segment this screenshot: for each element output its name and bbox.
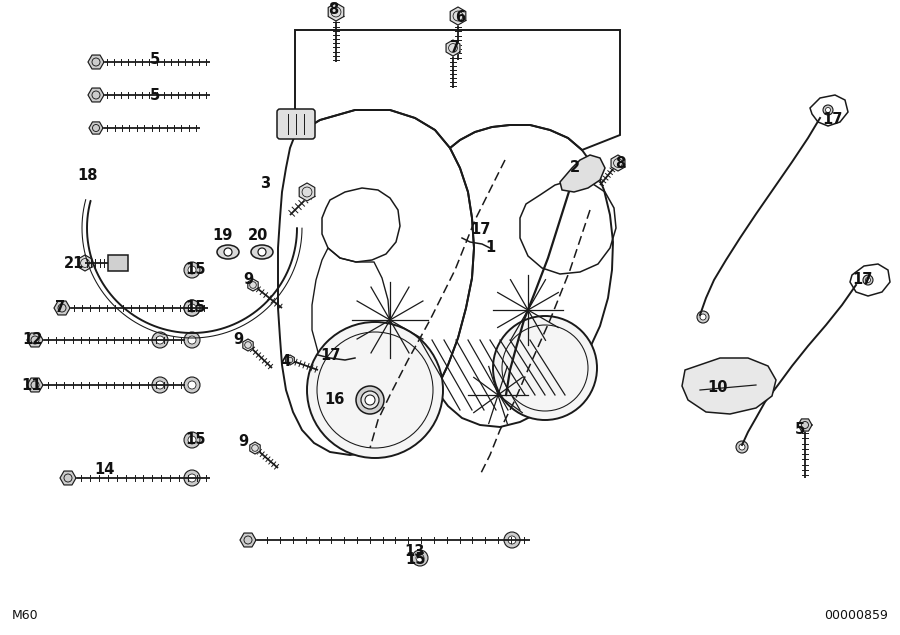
Polygon shape bbox=[798, 419, 812, 431]
Circle shape bbox=[566, 176, 578, 188]
Polygon shape bbox=[248, 279, 258, 291]
Polygon shape bbox=[240, 533, 256, 547]
Text: 16: 16 bbox=[325, 392, 346, 408]
Text: 15: 15 bbox=[185, 262, 206, 277]
Polygon shape bbox=[560, 155, 605, 192]
Circle shape bbox=[825, 107, 831, 112]
Text: 20: 20 bbox=[248, 227, 268, 243]
Text: 5: 5 bbox=[150, 88, 160, 102]
Bar bbox=[108, 255, 128, 271]
Circle shape bbox=[188, 336, 196, 344]
Circle shape bbox=[188, 381, 196, 389]
Text: 8: 8 bbox=[615, 156, 626, 171]
Text: 15: 15 bbox=[185, 432, 206, 448]
Polygon shape bbox=[88, 55, 104, 69]
Text: 9: 9 bbox=[243, 272, 253, 288]
Circle shape bbox=[416, 554, 424, 562]
Text: 7: 7 bbox=[450, 41, 460, 55]
Text: 12: 12 bbox=[22, 333, 42, 347]
Circle shape bbox=[156, 336, 164, 344]
Polygon shape bbox=[60, 471, 76, 485]
Circle shape bbox=[184, 300, 200, 316]
Circle shape bbox=[493, 316, 597, 420]
Text: 00000859: 00000859 bbox=[824, 609, 888, 622]
Text: 13: 13 bbox=[405, 544, 425, 559]
Circle shape bbox=[863, 275, 873, 285]
Text: 4: 4 bbox=[280, 354, 290, 370]
Polygon shape bbox=[78, 255, 92, 271]
Text: M60: M60 bbox=[12, 609, 39, 622]
Circle shape bbox=[184, 432, 200, 448]
Polygon shape bbox=[611, 155, 625, 171]
Text: 11: 11 bbox=[22, 377, 42, 392]
Text: 3: 3 bbox=[260, 175, 270, 190]
Circle shape bbox=[188, 304, 196, 312]
Circle shape bbox=[258, 248, 266, 256]
Polygon shape bbox=[250, 442, 260, 454]
Circle shape bbox=[188, 474, 196, 482]
Text: 7: 7 bbox=[55, 300, 65, 316]
Text: 17: 17 bbox=[851, 272, 872, 288]
Text: 2: 2 bbox=[570, 159, 580, 175]
Text: 17: 17 bbox=[320, 347, 340, 363]
Circle shape bbox=[184, 377, 200, 393]
FancyBboxPatch shape bbox=[277, 109, 315, 139]
Polygon shape bbox=[54, 301, 70, 315]
Circle shape bbox=[361, 391, 379, 409]
Circle shape bbox=[736, 441, 748, 453]
Polygon shape bbox=[446, 40, 460, 56]
Circle shape bbox=[188, 436, 196, 444]
Text: 10: 10 bbox=[707, 380, 728, 396]
Circle shape bbox=[569, 179, 575, 185]
Circle shape bbox=[184, 262, 200, 278]
Polygon shape bbox=[243, 339, 253, 351]
Ellipse shape bbox=[217, 245, 239, 259]
Circle shape bbox=[184, 332, 200, 348]
Circle shape bbox=[152, 332, 168, 348]
Text: 9: 9 bbox=[238, 434, 248, 450]
Polygon shape bbox=[27, 378, 43, 392]
Circle shape bbox=[508, 536, 516, 544]
Circle shape bbox=[224, 248, 232, 256]
Text: 9: 9 bbox=[233, 333, 243, 347]
Ellipse shape bbox=[251, 245, 273, 259]
Circle shape bbox=[156, 381, 164, 389]
Circle shape bbox=[697, 311, 709, 323]
Circle shape bbox=[188, 304, 196, 312]
Polygon shape bbox=[450, 7, 466, 25]
Text: 15: 15 bbox=[406, 552, 427, 568]
Circle shape bbox=[700, 314, 706, 320]
Polygon shape bbox=[682, 358, 776, 414]
Circle shape bbox=[188, 266, 196, 274]
Polygon shape bbox=[285, 355, 294, 365]
Circle shape bbox=[504, 532, 520, 548]
Polygon shape bbox=[299, 183, 315, 201]
Text: 21: 21 bbox=[64, 255, 85, 271]
Polygon shape bbox=[27, 333, 43, 347]
Circle shape bbox=[365, 395, 375, 405]
Text: 1: 1 bbox=[485, 241, 495, 255]
Circle shape bbox=[356, 386, 384, 414]
Text: 19: 19 bbox=[212, 227, 232, 243]
Circle shape bbox=[184, 470, 200, 486]
Text: 17: 17 bbox=[822, 112, 842, 128]
Text: 18: 18 bbox=[77, 168, 98, 182]
Circle shape bbox=[866, 277, 870, 283]
Text: 14: 14 bbox=[94, 462, 115, 478]
Circle shape bbox=[739, 444, 745, 450]
Text: 5: 5 bbox=[795, 422, 806, 438]
Text: 6: 6 bbox=[454, 11, 465, 25]
Circle shape bbox=[307, 322, 443, 458]
Text: 17: 17 bbox=[470, 222, 490, 237]
Polygon shape bbox=[328, 3, 344, 21]
Polygon shape bbox=[88, 88, 104, 102]
Text: 8: 8 bbox=[328, 1, 338, 17]
Text: 5: 5 bbox=[150, 53, 160, 67]
Circle shape bbox=[152, 377, 168, 393]
Circle shape bbox=[823, 105, 833, 115]
Circle shape bbox=[184, 300, 200, 316]
Polygon shape bbox=[89, 122, 103, 134]
Circle shape bbox=[412, 550, 428, 566]
Text: 15: 15 bbox=[185, 300, 206, 316]
